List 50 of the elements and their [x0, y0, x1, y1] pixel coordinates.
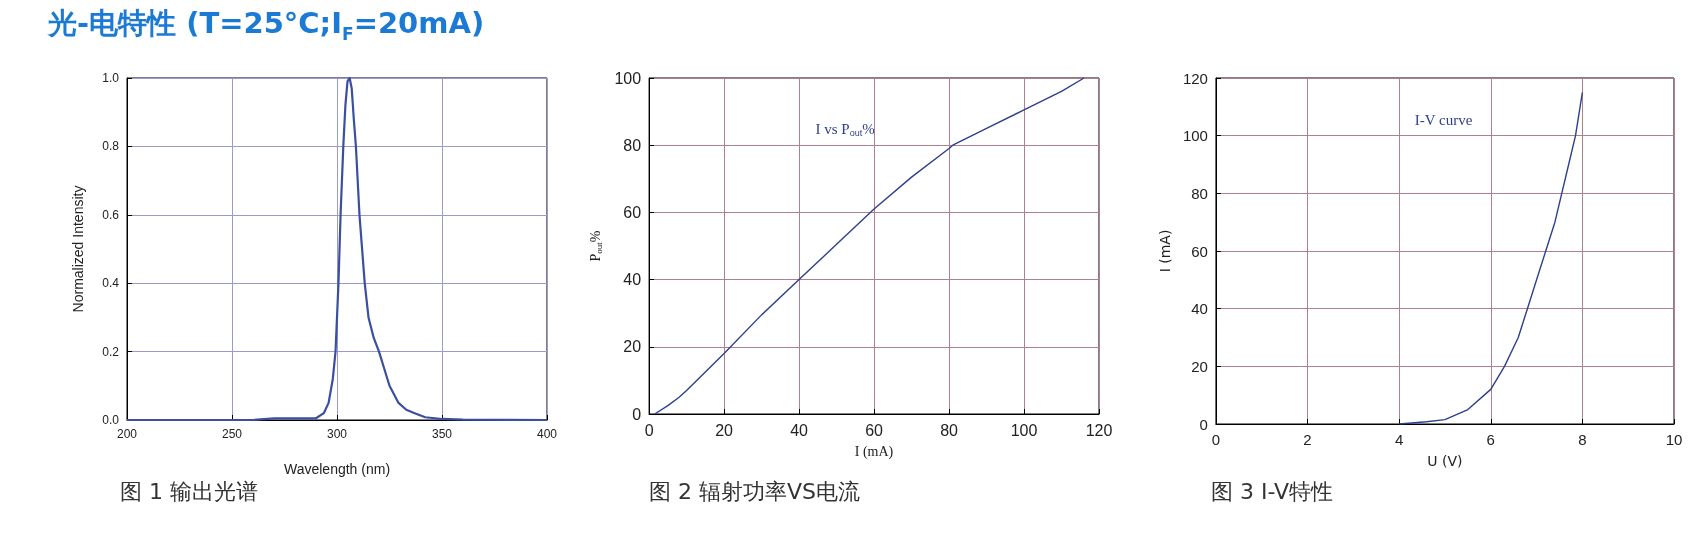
line-series — [1398, 91, 1584, 425]
x-tick-label: 80 — [940, 421, 959, 439]
x-axis-title: U (V) — [1427, 453, 1463, 469]
caption: 图 1 输出光谱 — [120, 478, 258, 504]
x-tick-label: 20 — [715, 421, 734, 439]
y-axis-title: I (mA) — [1157, 229, 1173, 273]
y-tick-label: 20 — [623, 338, 642, 356]
y-tick-label: 0.0 — [102, 413, 120, 427]
y-tick-label: 100 — [1182, 127, 1208, 145]
line-series — [125, 76, 549, 422]
x-tick-label: 8 — [1578, 431, 1587, 448]
x-tick-label: 300 — [326, 427, 348, 441]
y-tick-label: 0.2 — [102, 344, 120, 359]
y-tick-label: 40 — [623, 271, 642, 289]
x-axis-title: Wavelength (nm) — [283, 461, 391, 477]
x-tick-label: 40 — [790, 421, 809, 439]
y-tick-label: 40 — [1191, 300, 1208, 318]
x-tick-label: 0 — [644, 421, 654, 439]
y-tick-label: 60 — [623, 203, 642, 221]
y-tick-label: 80 — [1191, 184, 1208, 202]
caption: 图 2 辐射功率VS电流 — [649, 478, 860, 504]
x-tick-label: 200 — [116, 427, 138, 441]
caption: 图 3 I-V特性 — [1211, 478, 1334, 504]
y-axis-title: Pout% — [587, 230, 604, 262]
y-tick-label: 0 — [632, 405, 642, 423]
y-tick-label: 0.4 — [102, 276, 120, 291]
line-series — [654, 77, 1085, 415]
x-axis-title: I (mA) — [854, 443, 894, 460]
x-tick-label: 60 — [865, 421, 884, 439]
y-tick-label: 80 — [623, 136, 642, 154]
y-tick-label: 100 — [614, 69, 642, 87]
y-tick-label: 20 — [1191, 357, 1208, 375]
y-tick-label: 60 — [1191, 242, 1208, 260]
y-tick-label: 120 — [1182, 69, 1208, 87]
x-tick-label: 100 — [1010, 421, 1038, 439]
x-tick-label: 10 — [1665, 431, 1683, 448]
x-tick-label: 120 — [1085, 421, 1113, 439]
y-axis-title: Normalized Intensity — [70, 185, 86, 313]
x-tick-label: 2 — [1303, 431, 1312, 448]
x-tick-label: 4 — [1394, 431, 1404, 448]
x-tick-label: 400 — [536, 427, 558, 441]
x-tick-label: 250 — [221, 427, 243, 441]
y-tick-label: 1.0 — [102, 71, 120, 85]
x-tick-label: 0 — [1211, 431, 1221, 448]
y-tick-label: 0.8 — [102, 139, 120, 154]
x-tick-label: 6 — [1486, 431, 1495, 448]
y-tick-label: 0.6 — [102, 207, 120, 222]
chart-title: 光-电特性 (T=25°C;I$_{F}$=20mA) — [48, 5, 485, 44]
x-tick-label: 350 — [431, 427, 453, 441]
text: I-V curve — [1414, 112, 1473, 129]
